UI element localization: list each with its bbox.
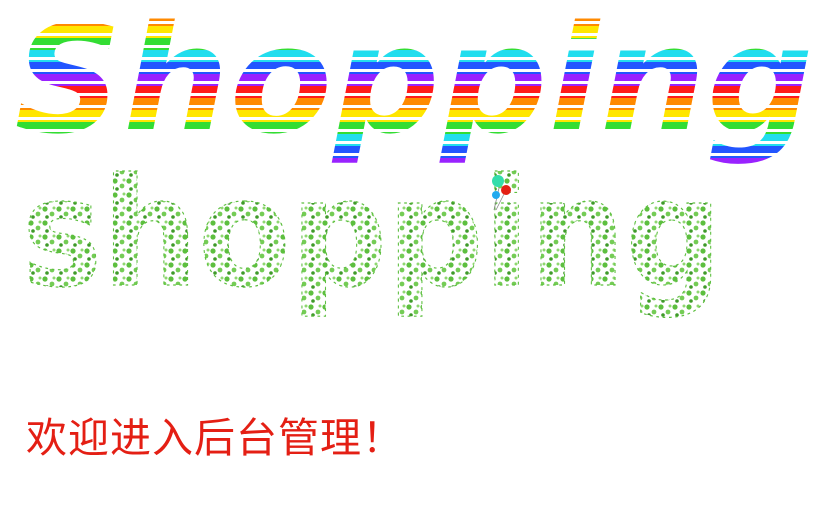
- rainbow-heading-text: Shopping: [14, 0, 814, 168]
- vine-shopping-heading: shopping: [21, 150, 722, 322]
- rainbow-heading-gap-overlay: Shopping: [14, 0, 814, 168]
- rainbow-shopping-heading: Shopping Shopping: [14, 0, 815, 169]
- balloon-cluster-icon: [492, 175, 511, 211]
- vine-heading-text: shopping: [22, 150, 722, 321]
- welcome-message: 欢迎进入后台管理！: [26, 414, 404, 462]
